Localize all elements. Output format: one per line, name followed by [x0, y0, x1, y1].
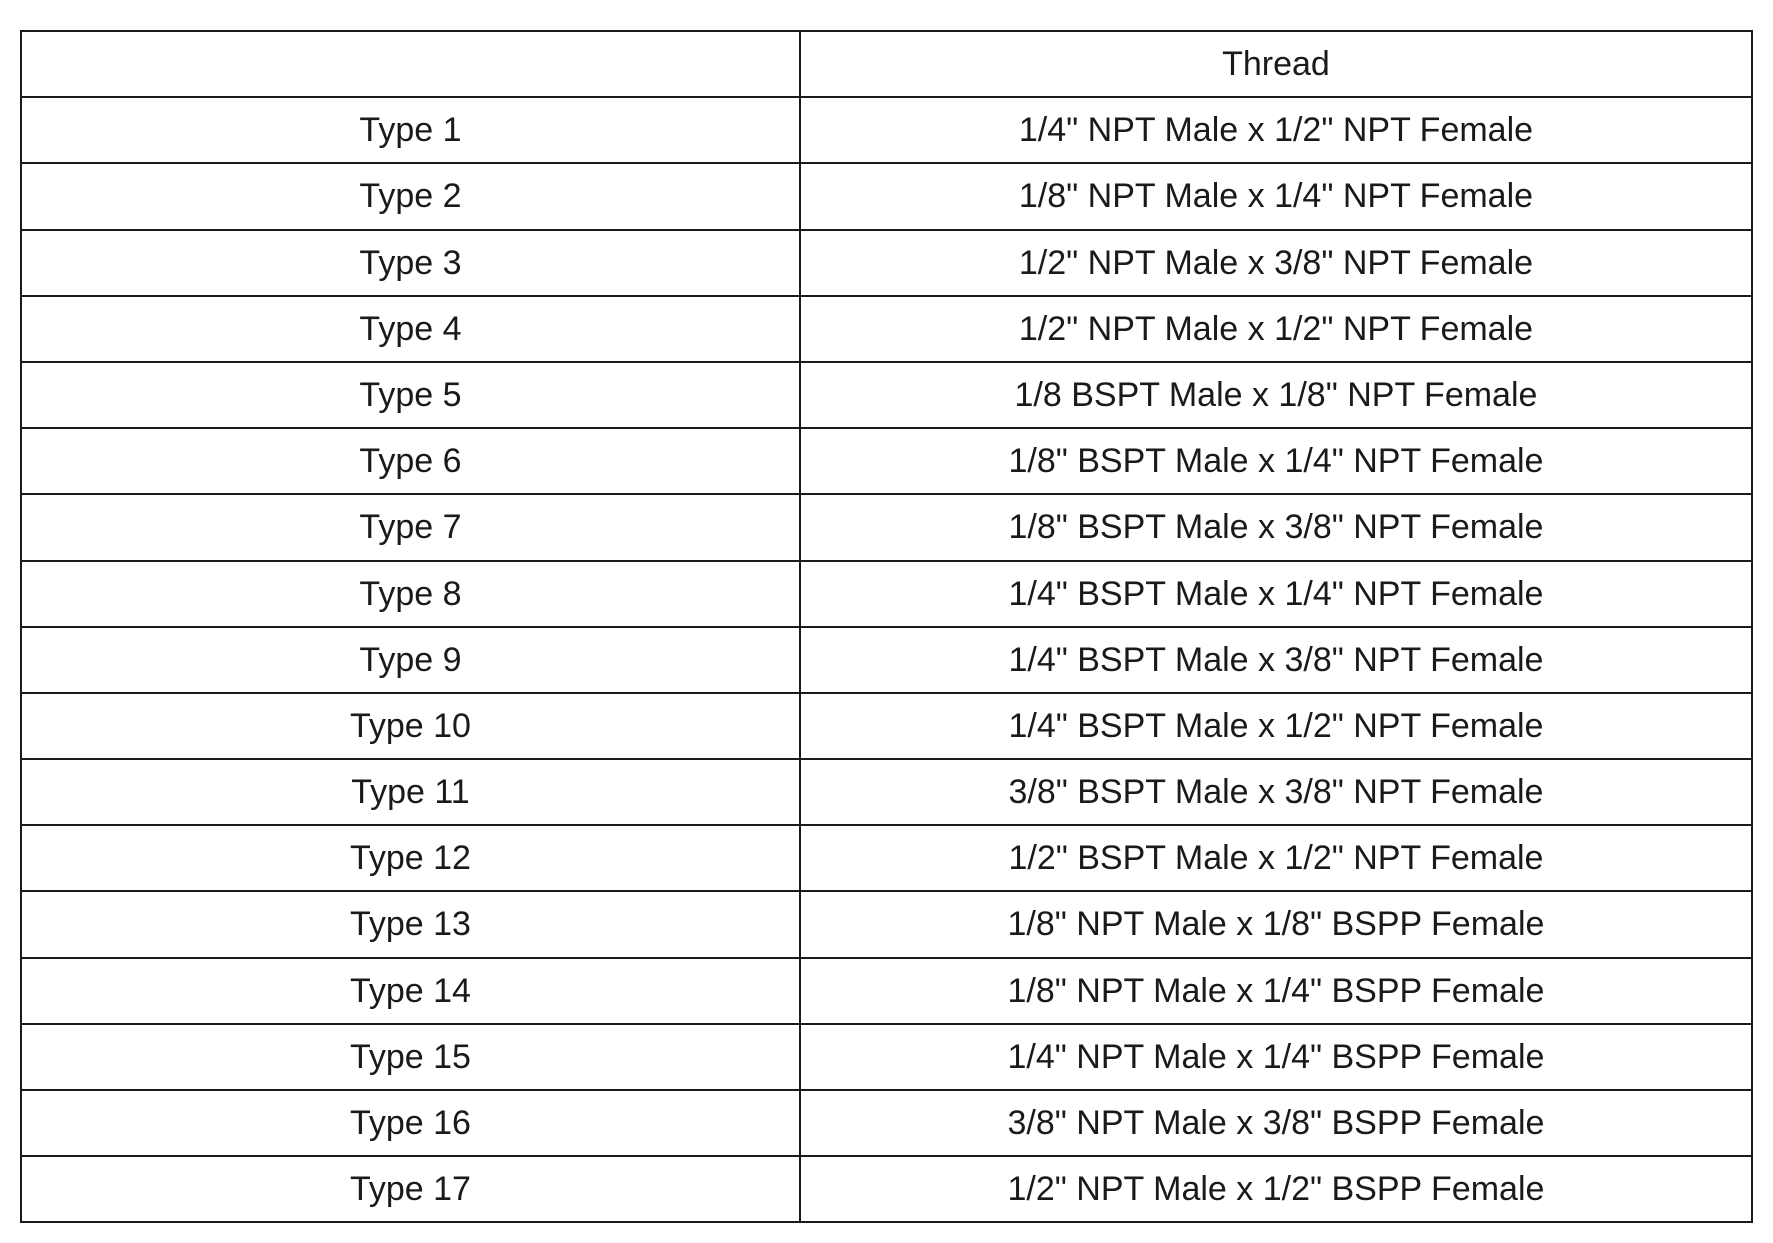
table-row: Type 13 1/8" NPT Male x 1/8" BSPP Female — [21, 891, 1752, 957]
cell-type: Type 3 — [21, 230, 800, 296]
cell-type: Type 6 — [21, 428, 800, 494]
cell-thread: 1/8" BSPT Male x 1/4" NPT Female — [800, 428, 1752, 494]
cell-thread: 1/4" NPT Male x 1/2" NPT Female — [800, 97, 1752, 163]
cell-thread: 1/8" NPT Male x 1/8" BSPP Female — [800, 891, 1752, 957]
table-row: Type 2 1/8" NPT Male x 1/4" NPT Female — [21, 163, 1752, 229]
table-body: Type 1 1/4" NPT Male x 1/2" NPT Female T… — [21, 97, 1752, 1222]
cell-type: Type 1 — [21, 97, 800, 163]
cell-type: Type 8 — [21, 561, 800, 627]
table-row: Type 12 1/2" BSPT Male x 1/2" NPT Female — [21, 825, 1752, 891]
cell-thread: 1/8 BSPT Male x 1/8" NPT Female — [800, 362, 1752, 428]
cell-thread: 1/2" BSPT Male x 1/2" NPT Female — [800, 825, 1752, 891]
table-header-row: Thread — [21, 31, 1752, 97]
cell-thread: 1/2" NPT Male x 3/8" NPT Female — [800, 230, 1752, 296]
table-row: Type 15 1/4" NPT Male x 1/4" BSPP Female — [21, 1024, 1752, 1090]
cell-thread: 1/2" NPT Male x 1/2" BSPP Female — [800, 1156, 1752, 1222]
cell-thread: 3/8" BSPT Male x 3/8" NPT Female — [800, 759, 1752, 825]
cell-thread: 1/8" BSPT Male x 3/8" NPT Female — [800, 494, 1752, 560]
cell-thread: 1/2" NPT Male x 1/2" NPT Female — [800, 296, 1752, 362]
cell-type: Type 16 — [21, 1090, 800, 1156]
table-row: Type 3 1/2" NPT Male x 3/8" NPT Female — [21, 230, 1752, 296]
cell-type: Type 9 — [21, 627, 800, 693]
table-row: Type 9 1/4" BSPT Male x 3/8" NPT Female — [21, 627, 1752, 693]
cell-type: Type 4 — [21, 296, 800, 362]
thread-specification-table: Thread Type 1 1/4" NPT Male x 1/2" NPT F… — [20, 30, 1753, 1223]
table-row: Type 1 1/4" NPT Male x 1/2" NPT Female — [21, 97, 1752, 163]
cell-type: Type 17 — [21, 1156, 800, 1222]
table-row: Type 7 1/8" BSPT Male x 3/8" NPT Female — [21, 494, 1752, 560]
table-row: Type 16 3/8" NPT Male x 3/8" BSPP Female — [21, 1090, 1752, 1156]
cell-type: Type 7 — [21, 494, 800, 560]
table-row: Type 14 1/8" NPT Male x 1/4" BSPP Female — [21, 958, 1752, 1024]
table-row: Type 6 1/8" BSPT Male x 1/4" NPT Female — [21, 428, 1752, 494]
table-row: Type 8 1/4" BSPT Male x 1/4" NPT Female — [21, 561, 1752, 627]
table-row: Type 17 1/2" NPT Male x 1/2" BSPP Female — [21, 1156, 1752, 1222]
cell-type: Type 13 — [21, 891, 800, 957]
table-row: Type 11 3/8" BSPT Male x 3/8" NPT Female — [21, 759, 1752, 825]
cell-thread: 1/4" BSPT Male x 1/2" NPT Female — [800, 693, 1752, 759]
table-row: Type 4 1/2" NPT Male x 1/2" NPT Female — [21, 296, 1752, 362]
header-thread-col: Thread — [800, 31, 1752, 97]
cell-type: Type 11 — [21, 759, 800, 825]
cell-thread: 1/4" BSPT Male x 3/8" NPT Female — [800, 627, 1752, 693]
cell-type: Type 12 — [21, 825, 800, 891]
header-type-col — [21, 31, 800, 97]
cell-thread: 1/4" NPT Male x 1/4" BSPP Female — [800, 1024, 1752, 1090]
cell-thread: 1/8" NPT Male x 1/4" BSPP Female — [800, 958, 1752, 1024]
table-row: Type 10 1/4" BSPT Male x 1/2" NPT Female — [21, 693, 1752, 759]
cell-type: Type 5 — [21, 362, 800, 428]
cell-thread: 1/4" BSPT Male x 1/4" NPT Female — [800, 561, 1752, 627]
cell-type: Type 15 — [21, 1024, 800, 1090]
cell-type: Type 14 — [21, 958, 800, 1024]
cell-type: Type 10 — [21, 693, 800, 759]
cell-thread: 3/8" NPT Male x 3/8" BSPP Female — [800, 1090, 1752, 1156]
cell-type: Type 2 — [21, 163, 800, 229]
cell-thread: 1/8" NPT Male x 1/4" NPT Female — [800, 163, 1752, 229]
table-row: Type 5 1/8 BSPT Male x 1/8" NPT Female — [21, 362, 1752, 428]
